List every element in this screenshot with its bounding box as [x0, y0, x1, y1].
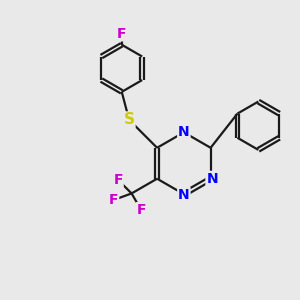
Text: F: F	[113, 173, 123, 187]
Text: N: N	[178, 125, 190, 139]
Text: N: N	[206, 172, 218, 186]
Text: S: S	[124, 112, 135, 127]
Text: N: N	[178, 188, 190, 202]
Text: F: F	[109, 193, 118, 207]
Text: F: F	[117, 26, 127, 40]
Text: F: F	[136, 203, 146, 217]
